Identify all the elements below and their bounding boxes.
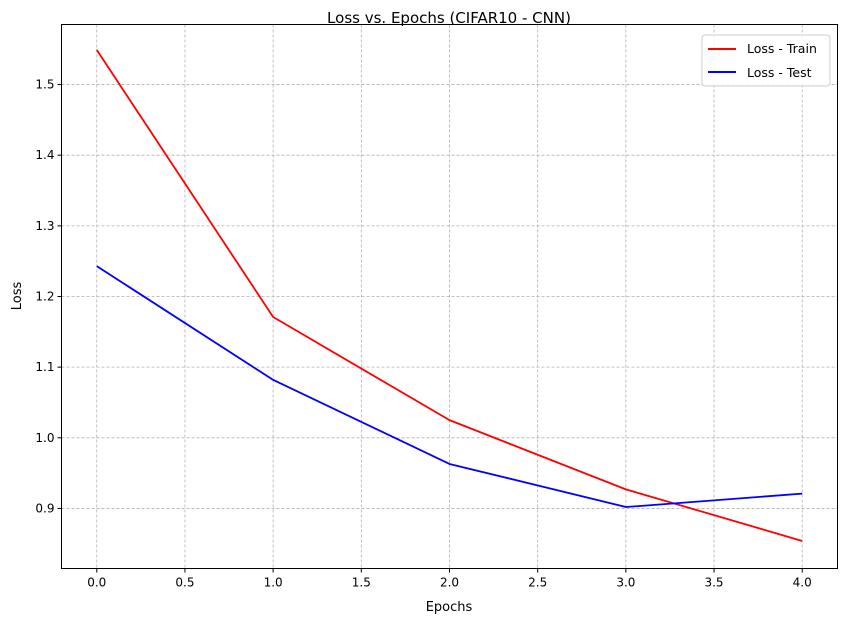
legend-label-test: Loss - Test xyxy=(747,65,812,80)
series-line-loss-test xyxy=(96,265,803,508)
x-tick-label: 1.5 xyxy=(352,576,371,590)
chart-title: Loss vs. Epochs (CIFAR10 - CNN) xyxy=(327,9,571,27)
grid xyxy=(61,24,838,569)
legend-box xyxy=(701,34,831,87)
x-axis-label: Epochs xyxy=(426,600,473,615)
y-tick-label: 1.1 xyxy=(35,360,54,374)
y-tick-label: 1.5 xyxy=(35,78,54,92)
x-tick-label: 4.0 xyxy=(793,576,812,590)
x-tick-label: 0.5 xyxy=(175,576,194,590)
x-tick-label: 0.0 xyxy=(87,576,106,590)
legend: Loss - Train Loss - Test xyxy=(701,34,831,87)
y-tick-label: 0.9 xyxy=(35,501,54,515)
x-tick-label: 3.5 xyxy=(704,576,723,590)
y-axis-ticks: 0.9 1.0 1.1 1.2 1.3 1.4 1.5 xyxy=(35,78,62,515)
y-tick-label: 1.3 xyxy=(35,219,54,233)
series-line-loss-train xyxy=(96,49,803,542)
y-tick-label: 1.0 xyxy=(35,431,54,445)
x-tick-label: 2.5 xyxy=(528,576,547,590)
y-tick-label: 1.2 xyxy=(35,290,54,304)
y-tick-label: 1.4 xyxy=(35,148,54,162)
series-lines xyxy=(96,49,803,542)
x-axis-ticks: 0.0 0.5 1.0 1.5 2.0 2.5 3.0 3.5 4.0 xyxy=(87,568,812,590)
x-tick-label: 3.0 xyxy=(616,576,635,590)
x-tick-label: 2.0 xyxy=(440,576,459,590)
x-tick-label: 1.0 xyxy=(264,576,283,590)
y-axis-label: Loss xyxy=(10,282,25,311)
legend-label-train: Loss - Train xyxy=(747,41,817,56)
